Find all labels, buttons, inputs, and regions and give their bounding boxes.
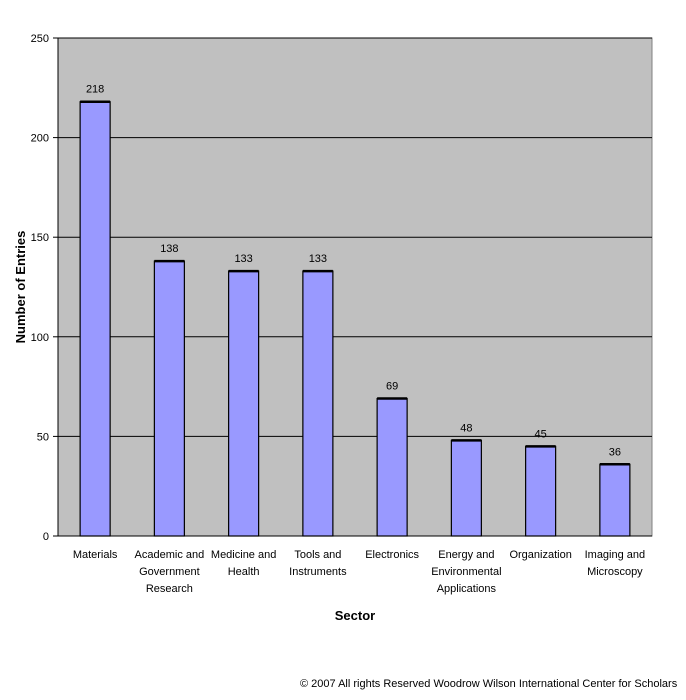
data-label: 36 — [609, 446, 621, 458]
data-label: 138 — [160, 243, 178, 255]
bar — [450, 439, 482, 537]
bar-chart: 218 138 133 133 69 48 45 36 0 50 100 150 200 250 Mat… — [13, 33, 653, 623]
x-category-label: Imaging and Microscopy — [585, 549, 646, 578]
x-category-label: Organization — [509, 549, 571, 561]
bar — [525, 445, 557, 537]
bar — [302, 270, 334, 537]
bar — [376, 397, 408, 537]
data-label: 133 — [309, 253, 327, 265]
y-axis-title: Number of Entries — [13, 231, 28, 344]
data-label: 48 — [460, 422, 472, 434]
data-label: 69 — [386, 381, 398, 393]
plot-area — [57, 37, 653, 537]
y-tick-label: 200 — [31, 133, 49, 145]
x-category-label: Electronics — [365, 549, 419, 561]
y-axis-ticks: 0 50 100 150 200 250 — [31, 33, 652, 543]
x-category-label: Tools and Instruments — [289, 549, 347, 578]
y-tick-label: 50 — [37, 431, 49, 443]
data-label: 45 — [535, 428, 547, 440]
y-tick-label: 0 — [43, 531, 49, 543]
bars: 218 138 133 133 69 48 45 36 — [79, 84, 631, 537]
bar — [599, 463, 631, 537]
y-tick-label: 250 — [31, 33, 49, 45]
x-category-label: Materials — [73, 549, 118, 561]
bar — [79, 101, 111, 537]
y-tick-label: 150 — [31, 232, 49, 244]
x-category-label: Medicine and Health — [211, 549, 276, 578]
x-category-label: Academic and Government Research — [135, 549, 205, 595]
copyright-notice: © 2007 All rights Reserved Woodrow Wilso… — [300, 678, 678, 690]
data-label: 133 — [234, 253, 252, 265]
data-label: 218 — [86, 84, 104, 96]
x-axis-categories: Materials Academic and Government ResearchM… — [73, 549, 645, 595]
bar — [153, 260, 185, 537]
y-tick-label: 100 — [31, 332, 49, 344]
x-category-label: Energy and Environmental Applications — [431, 549, 501, 595]
bar — [228, 270, 260, 537]
x-axis-title: Sector — [335, 608, 375, 623]
